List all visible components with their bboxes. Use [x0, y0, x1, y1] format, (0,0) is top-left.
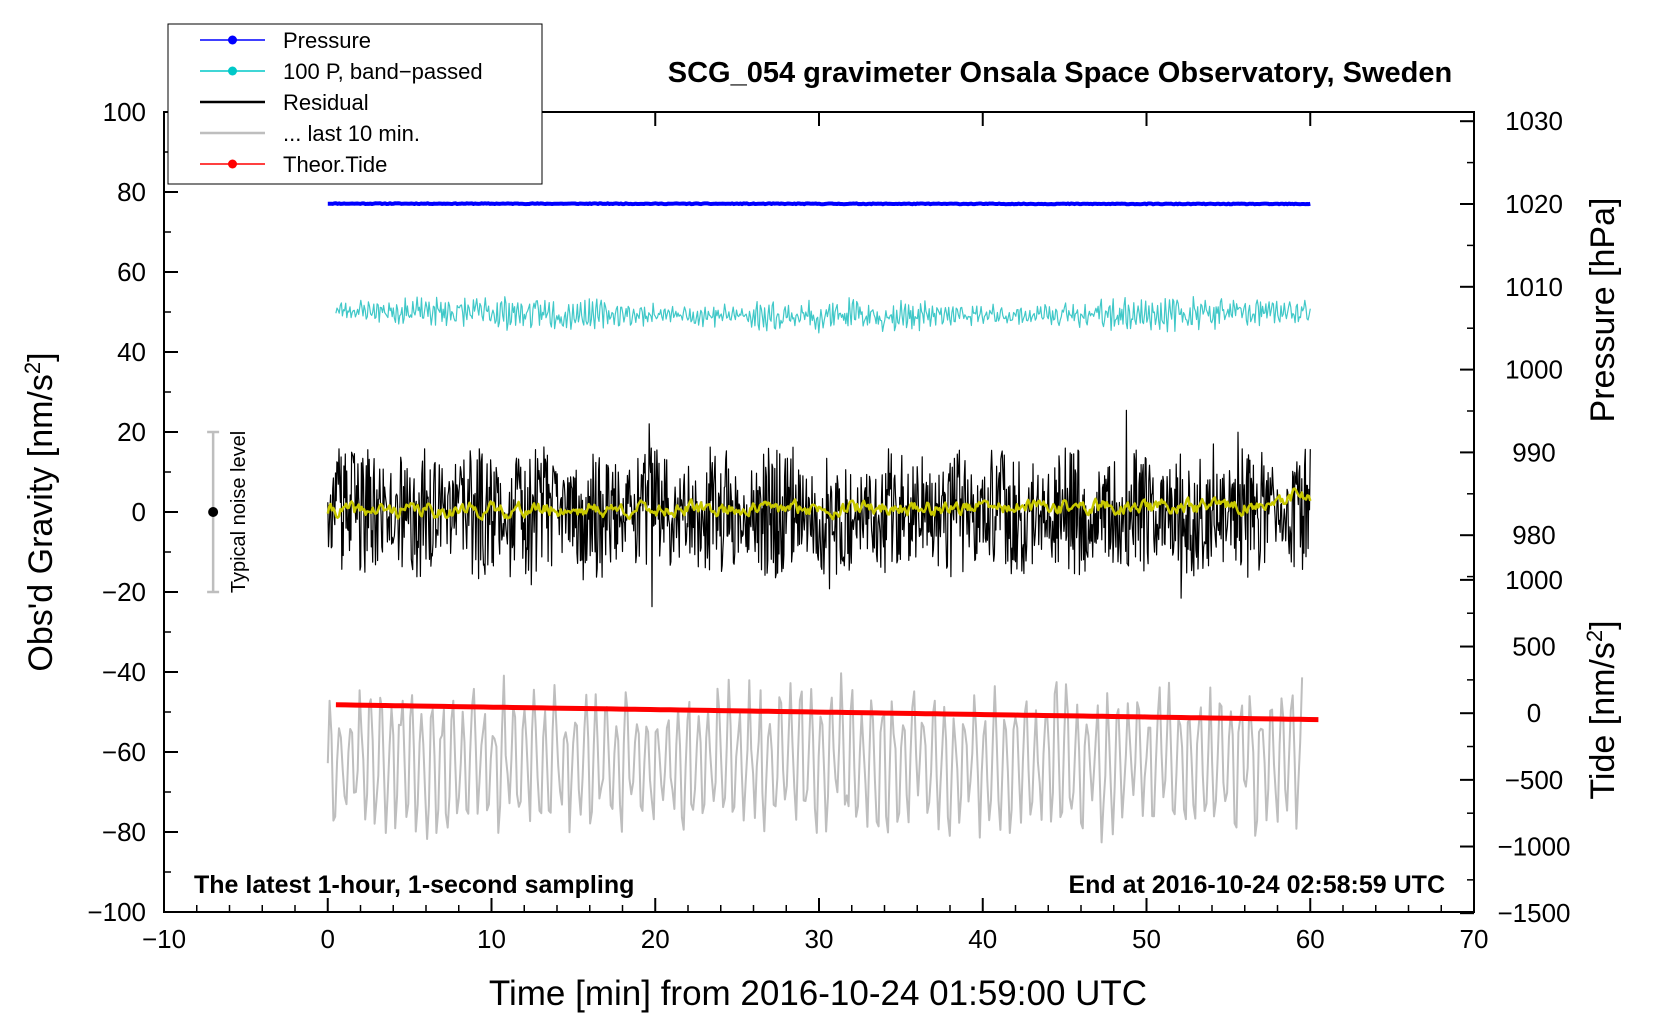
tide-tick-label: 500	[1512, 632, 1555, 662]
tide-tick-label: 1000	[1505, 565, 1563, 595]
noise-bar-center-dot	[208, 507, 219, 517]
series-line-tide	[335, 702, 1319, 723]
pressure-tick-label: 1020	[1505, 189, 1563, 219]
x-axis-label: Time [min] from 2016-10-24 01:59:00 UTC	[489, 974, 1147, 1013]
legend-label: ... last 10 min.	[283, 121, 420, 146]
series-line-bandpassed	[335, 296, 1311, 334]
y-axis-label-tide-sup: 2	[1582, 630, 1607, 642]
y-axis-label-pressure: Pressure [hPa]	[1584, 198, 1622, 423]
pressure-tick-label: 1010	[1505, 272, 1563, 302]
y-tick-label: 60	[117, 257, 146, 287]
x-tick-label: −10	[142, 924, 186, 954]
legend-label: Theor.Tide	[283, 152, 387, 177]
x-tick-label: 10	[477, 924, 506, 954]
chart-subtitle-right: End at 2016-10-24 02:58:59 UTC	[1068, 871, 1445, 899]
series-line-residual-smoothed	[326, 487, 1312, 521]
pressure-tick-label: 980	[1512, 520, 1555, 550]
y-tick-label: −20	[102, 577, 146, 607]
x-tick-label: 50	[1132, 924, 1161, 954]
series-line-residual	[327, 409, 1311, 608]
y-tick-label: −80	[102, 817, 146, 847]
series-layer	[326, 201, 1319, 844]
y-axis-label-left: Obs'd Gravity [nm/s2]	[20, 352, 60, 671]
y-tick-label: 0	[132, 497, 146, 527]
legend-swatch-marker	[228, 66, 237, 76]
tide-tick-label: −1000	[1497, 832, 1570, 862]
y-axis-label-left-main: Obs'd Gravity [nm/s	[22, 374, 60, 671]
x-tick-label: 30	[805, 924, 834, 954]
legend-label: Pressure	[283, 28, 371, 53]
pressure-tick-label: 1030	[1505, 106, 1563, 136]
x-tick-label: 40	[968, 924, 997, 954]
legend-swatch-marker	[228, 35, 237, 45]
x-tick-label: 20	[641, 924, 670, 954]
tide-tick-label: −1500	[1497, 898, 1570, 928]
legend-box	[167, 23, 543, 185]
noise-level-label: Typical noise level	[228, 431, 250, 593]
series-line-last10min	[326, 672, 1304, 844]
legend-label: 100 P, band−passed	[283, 59, 483, 84]
ticks-layer: −10 0 10 20 30 40 50 60 70100806040200−20−40−60−…	[87, 97, 1570, 954]
legend-swatch-marker	[228, 159, 237, 169]
y-axis-label-tide-end: ]	[1584, 620, 1622, 629]
y-tick-label: −60	[102, 737, 146, 767]
x-tick-label: 0	[321, 924, 335, 954]
tide-tick-label: 0	[1527, 698, 1541, 728]
noise-bar	[207, 430, 220, 594]
y-axis-label-left-end: ]	[22, 352, 60, 361]
legend: Pressure 100 P, band−passed Residual ... la…	[200, 28, 483, 177]
pressure-tick-label: 990	[1512, 437, 1555, 467]
y-tick-label: 100	[103, 97, 146, 127]
chart-subtitle-left: The latest 1-hour, 1-second sampling	[194, 871, 634, 899]
y-axis-label-tide-main: Tide [nm/s	[1584, 642, 1622, 799]
y-axis-label-tide: Tide [nm/s2]	[1582, 620, 1622, 799]
y-tick-label: −100	[87, 897, 146, 927]
y-tick-label: 40	[117, 337, 146, 367]
tide-tick-label: −500	[1505, 765, 1564, 795]
y-tick-label: 20	[117, 417, 146, 447]
pressure-tick-label: 1000	[1505, 355, 1563, 385]
y-tick-label: 80	[117, 177, 146, 207]
series-line-pressure	[327, 201, 1311, 207]
x-tick-label: 60	[1296, 924, 1325, 954]
legend-label: Residual	[283, 90, 369, 115]
x-tick-label: 70	[1460, 924, 1489, 954]
y-axis-label-left-sup: 2	[20, 362, 45, 374]
y-tick-label: −40	[102, 657, 146, 687]
chart-title: SCG_054 gravimeter Onsala Space Observat…	[668, 57, 1452, 89]
